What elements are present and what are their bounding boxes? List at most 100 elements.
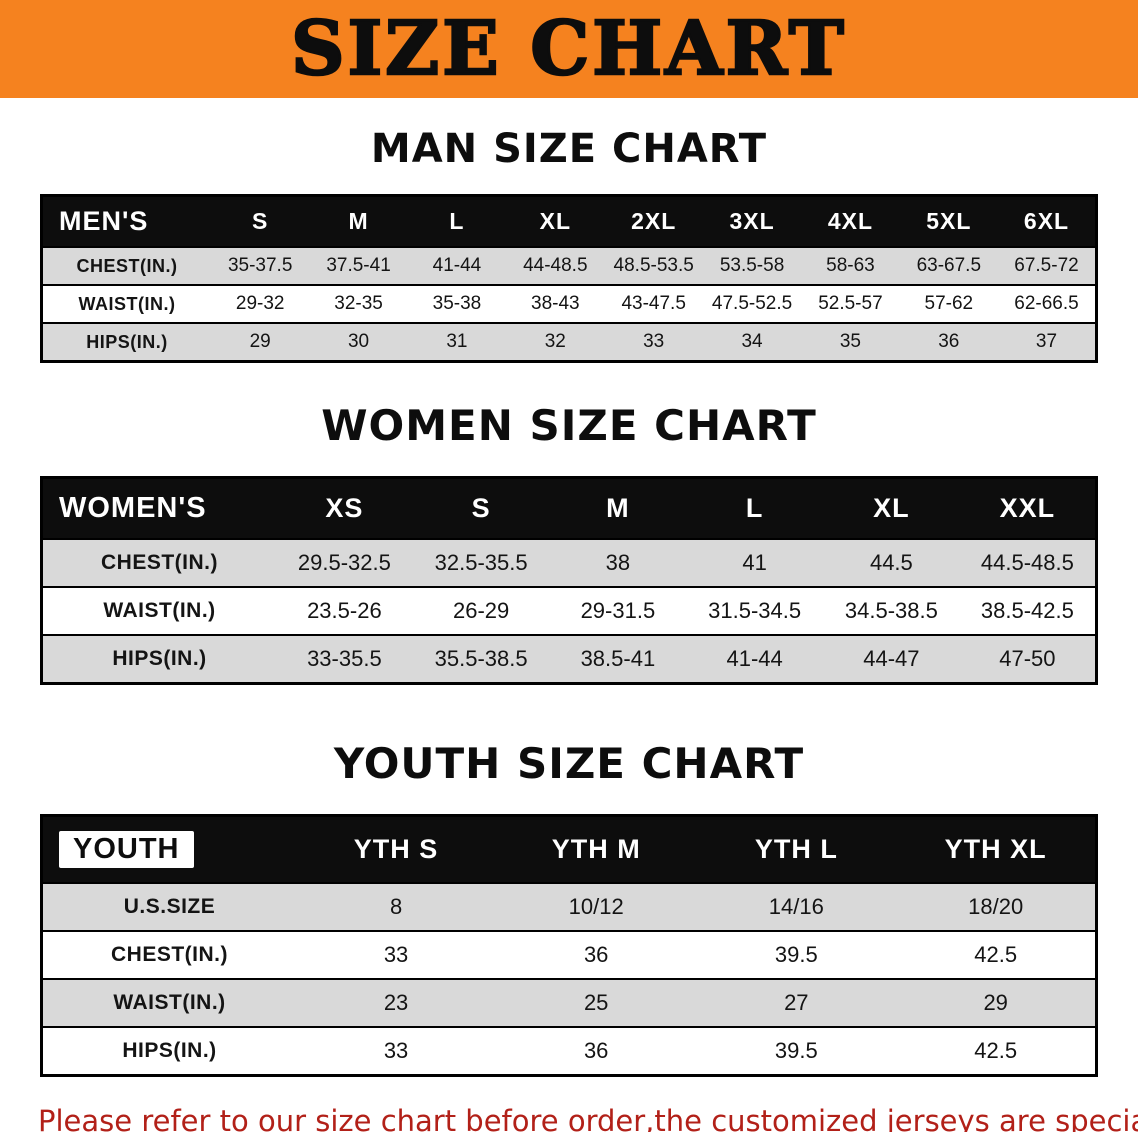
women-size-chart-section: WOMEN SIZE CHART WOMEN'S XS S M L XL XXL CHEST(… [0,401,1138,685]
size-value: 29 [211,322,310,362]
youth-size-chart-section: YOUTH SIZE CHART YOUTH YTH S YTH M YTH L YTH… [0,739,1138,1077]
size-value: 35 [801,322,900,362]
size-column-header: 2XL [631,208,677,234]
size-value: 52.5-57 [801,284,900,323]
size-value: 41-44 [686,634,823,684]
size-value: 29-32 [211,284,310,323]
page-title: SIZE CHART [290,6,847,92]
row-label: U.S.SIZE [41,882,296,931]
size-value: 37 [998,322,1097,362]
table-row: HIPS(IN.) 33 36 39.5 42.5 [41,1026,1097,1076]
table-row: CHEST(IN.) 33 36 39.5 42.5 [41,930,1097,979]
size-value: 42.5 [896,930,1097,979]
disclaimer-line-1: Please refer to our size chart before or… [38,1104,1138,1132]
size-column-header: M [348,208,369,234]
man-size-chart-section: MAN SIZE CHART MEN'S S M L XL 2XL 3XL 4XL 5XL 6XL… [0,126,1138,363]
size-value: 44.5 [823,538,960,587]
table-header-row: YOUTH YTH S YTH M YTH L YTH XL [41,815,1097,883]
row-label: HIPS(IN.) [41,634,276,684]
size-value: 44-48.5 [506,246,605,285]
size-value: 33 [604,322,703,362]
size-column-header: YTH L [754,834,838,864]
size-value: 14/16 [696,882,897,931]
size-column-header: L [745,493,764,523]
size-value: 10/12 [496,882,697,931]
size-value: 53.5-58 [702,246,802,285]
size-value: 38-43 [506,284,605,323]
size-column-header: XS [325,493,364,523]
women-size-table: WOMEN'S XS S M L XL XXL CHEST(IN.) 29.5-32.5 32.5… [40,476,1098,685]
size-value: 57-62 [899,284,998,323]
youth-size-table: YOUTH YTH S YTH M YTH L YTH XL U.S.SIZE 8 10/12… [40,814,1098,1077]
table-row: WAIST(IN.) 23 25 27 29 [41,978,1097,1027]
size-column-header: L [449,208,465,234]
row-label: WAIST(IN.) [41,284,211,323]
table-row: U.S.SIZE 8 10/12 14/16 18/20 [41,882,1097,931]
size-column-header: YTH S [353,834,439,864]
size-column-header: XL [873,493,910,523]
size-value: 37.5-41 [309,246,408,285]
row-label: HIPS(IN.) [41,1026,296,1076]
banner: SIZE CHART [0,0,1138,98]
size-value: 8 [296,882,497,931]
table-row: CHEST(IN.) 35-37.5 37.5-41 41-44 44-48.5 48.5… [41,246,1097,285]
row-label: WAIST(IN.) [41,586,276,635]
table-row: HIPS(IN.) 29 30 31 32 33 34 35 36 37 [41,322,1097,362]
size-value: 39.5 [696,930,897,979]
size-column-header: S [252,208,269,234]
size-value: 34.5-38.5 [823,586,960,635]
row-label: HIPS(IN.) [41,322,211,362]
table-title-highlight: YOUTH [59,831,194,868]
size-value: 31.5-34.5 [686,586,823,635]
size-value: 29 [896,978,1097,1027]
men-size-table: MEN'S S M L XL 2XL 3XL 4XL 5XL 6XL CHEST(IN.) 35-37… [40,194,1098,363]
size-value: 35.5-38.5 [412,634,550,684]
size-value: 36 [496,1026,697,1076]
size-value: 48.5-53.5 [604,246,703,285]
size-value: 38.5-41 [549,634,687,684]
size-value: 41-44 [407,246,507,285]
size-value: 33-35.5 [276,634,413,684]
size-value: 27 [696,978,897,1027]
size-value: 18/20 [896,882,1097,931]
table-header-row: MEN'S S M L XL 2XL 3XL 4XL 5XL 6XL [41,195,1097,247]
size-value: 38.5-42.5 [959,586,1097,635]
size-value: 23.5-26 [276,586,413,635]
table-row: CHEST(IN.) 29.5-32.5 32.5-35.5 38 41 44.5 44.5… [41,538,1097,587]
size-column-header: YTH XL [944,834,1047,864]
man-section-heading: MAN SIZE CHART [370,126,768,172]
size-column-header: 6XL [1023,208,1070,234]
size-value: 44-47 [823,634,960,684]
size-value: 32-35 [309,284,408,323]
women-section-heading: WOMEN SIZE CHART [321,401,817,450]
table-row: HIPS(IN.) 33-35.5 35.5-38.5 38.5-41 41-44 44-… [41,634,1097,684]
size-value: 44.5-48.5 [959,538,1097,587]
size-value: 29-31.5 [549,586,687,635]
size-value: 32 [506,322,605,362]
table-title-cell: MEN'S [59,206,149,236]
size-column-header: 4XL [827,208,874,234]
size-value: 67.5-72 [998,246,1097,285]
size-value: 58-63 [801,246,900,285]
size-value: 36 [899,322,998,362]
size-value: 26-29 [412,586,550,635]
size-value: 36 [496,930,697,979]
size-column-header: M [606,493,630,523]
youth-section-heading: YOUTH SIZE CHART [333,739,805,788]
size-value: 35-38 [407,284,507,323]
table-row: WAIST(IN.) 29-32 32-35 35-38 38-43 43-47.5 47.… [41,284,1097,323]
size-value: 38 [549,538,687,587]
size-column-header: 3XL [729,208,775,234]
row-label: CHEST(IN.) [41,538,276,587]
size-value: 43-47.5 [604,284,703,323]
size-value: 47.5-52.5 [702,284,802,323]
row-label: CHEST(IN.) [41,246,211,285]
size-column-header: 5XL [926,208,972,234]
disclaimer: Please refer to our size chart before or… [0,1101,1138,1132]
size-value: 31 [407,322,507,362]
table-header-row: WOMEN'S XS S M L XL XXL [41,477,1097,539]
size-value: 34 [702,322,802,362]
row-label: CHEST(IN.) [41,930,296,979]
size-value: 23 [296,978,497,1027]
